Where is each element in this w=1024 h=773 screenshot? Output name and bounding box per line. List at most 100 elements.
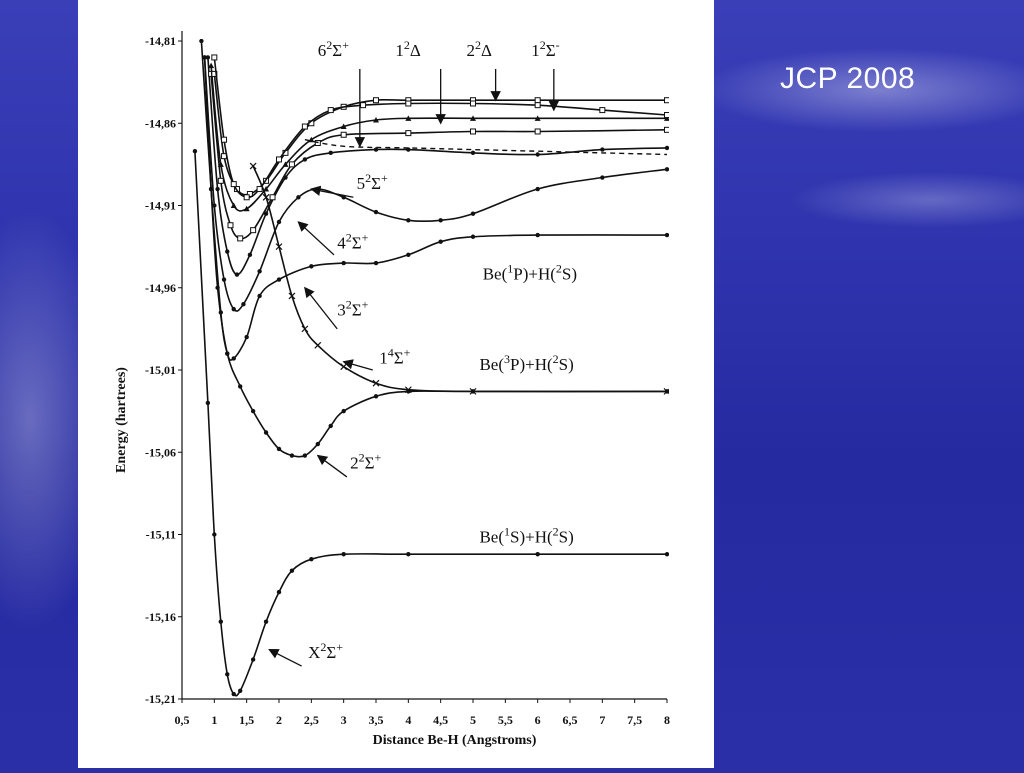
- y-tick-label: -14,86: [145, 116, 176, 130]
- state-label-3: 12Σ-: [531, 38, 559, 60]
- series-line: [200, 40, 668, 361]
- state-label-6: 32Σ+: [337, 298, 368, 320]
- x-tick-label: 5,5: [498, 713, 513, 727]
- data-point: [302, 157, 308, 162]
- data-point: [600, 147, 605, 152]
- y-tick-label: -15,11: [146, 528, 176, 542]
- data-point: [276, 219, 282, 225]
- data-point: [372, 379, 380, 387]
- state-label-2: 22Δ: [467, 38, 493, 60]
- data-point: [315, 441, 320, 447]
- data-point: [217, 177, 224, 184]
- data-point: [314, 341, 322, 349]
- data-point: [301, 123, 308, 130]
- asymptote-label-2: Be(1S)+H(2S): [479, 525, 573, 547]
- data-point: [664, 126, 669, 133]
- data-point: [438, 218, 443, 223]
- data-point: [215, 186, 220, 192]
- data-point: [276, 446, 282, 452]
- data-point: [328, 423, 333, 429]
- data-point: [225, 351, 230, 356]
- data-point: [243, 194, 250, 201]
- data-point: [238, 384, 243, 389]
- data-point: [227, 222, 234, 229]
- data-point: [282, 161, 289, 167]
- y-tick-label: -14,91: [145, 199, 176, 213]
- series-line: [210, 65, 667, 212]
- x-tick-label: 0,5: [175, 713, 190, 727]
- data-point: [599, 107, 606, 114]
- data-point: [340, 123, 347, 130]
- state-label-5: 42Σ+: [337, 230, 368, 252]
- data-point: [218, 619, 223, 624]
- data-point: [243, 205, 250, 212]
- data-point: [340, 363, 348, 371]
- data-point: [405, 130, 412, 137]
- x-tick-label: 2,5: [304, 713, 319, 727]
- data-point: [301, 325, 309, 333]
- data-point: [275, 243, 283, 251]
- state-label-4: 52Σ+: [357, 171, 388, 193]
- data-point: [404, 386, 412, 394]
- data-point: [341, 552, 346, 557]
- data-point: [663, 387, 669, 395]
- x-tick-label: 3: [341, 713, 347, 727]
- data-point: [288, 161, 295, 168]
- data-point: [534, 115, 541, 121]
- data-point: [263, 430, 269, 435]
- y-axis-title: Energy (hartrees): [114, 367, 129, 473]
- data-point: [600, 175, 605, 180]
- series-line: [203, 57, 667, 458]
- data-point: [534, 102, 541, 109]
- series-line: [304, 139, 668, 156]
- y-tick-label: -15,21: [145, 692, 176, 706]
- data-point: [535, 152, 540, 157]
- data-point: [257, 269, 262, 274]
- data-point: [309, 556, 314, 562]
- annotation-arrow: [268, 649, 302, 667]
- data-point: [250, 408, 256, 414]
- data-point: [438, 239, 443, 244]
- data-point: [296, 195, 301, 200]
- series-12S-: [211, 54, 669, 201]
- state-label-1: 12Δ: [395, 38, 421, 60]
- data-point: [276, 277, 282, 282]
- data-point: [276, 156, 282, 163]
- data-point: [289, 568, 295, 573]
- data-point: [664, 97, 669, 104]
- series-dashed: [304, 139, 668, 156]
- x-tick-label: 4,5: [433, 713, 448, 727]
- data-point: [302, 453, 308, 458]
- data-point: [199, 39, 204, 44]
- data-point: [664, 232, 669, 238]
- x-tick-label: 7,5: [627, 713, 642, 727]
- series-52S+: [205, 55, 669, 277]
- series-32S+: [199, 39, 669, 361]
- data-point: [230, 202, 237, 208]
- data-point: [340, 131, 347, 138]
- data-point: [238, 688, 243, 693]
- x-tick-label: 6,5: [563, 713, 578, 727]
- data-point: [664, 112, 669, 119]
- x-tick-label: 4: [405, 713, 411, 727]
- y-tick-label: -15,06: [145, 445, 176, 459]
- state-label-0: 62Σ+: [318, 38, 349, 60]
- data-point: [308, 136, 315, 143]
- data-point: [249, 162, 257, 170]
- data-point: [208, 62, 215, 69]
- annotation-arrow: [342, 359, 373, 371]
- data-point: [276, 589, 282, 595]
- asymptote-label-1: Be(3P)+H(2S): [479, 352, 573, 374]
- series-14S+: [249, 162, 669, 395]
- data-point: [237, 235, 244, 242]
- series-line: [252, 165, 668, 393]
- data-point: [406, 218, 411, 223]
- data-point: [202, 55, 207, 60]
- data-point: [373, 116, 379, 123]
- data-point: [263, 186, 270, 192]
- data-point: [230, 181, 237, 188]
- data-point: [664, 552, 669, 557]
- data-point: [231, 691, 236, 697]
- data-point: [341, 408, 346, 414]
- data-point: [373, 260, 379, 266]
